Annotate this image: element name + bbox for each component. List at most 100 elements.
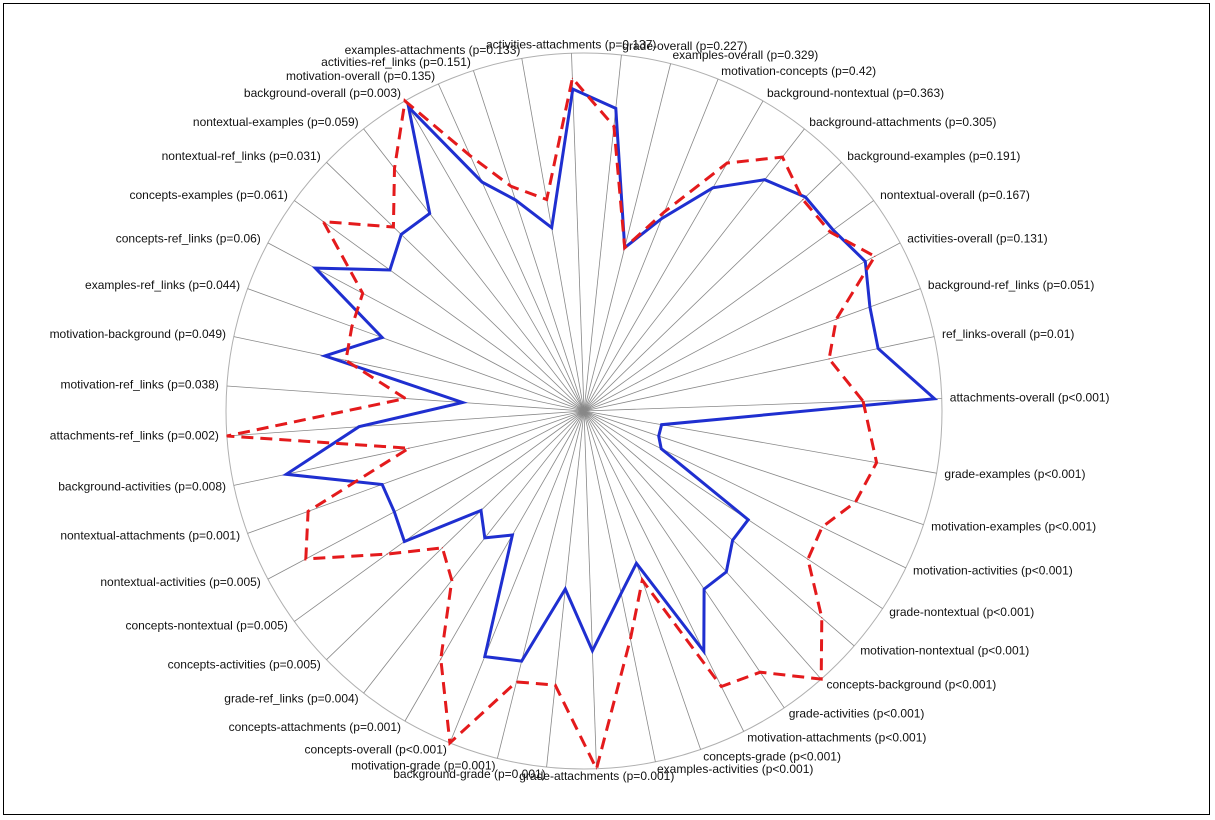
series-1-point <box>358 426 360 428</box>
axis-label: nontextual-activities (p=0.005) <box>100 575 260 589</box>
series-2-point <box>663 211 666 213</box>
series-1-point <box>615 107 617 109</box>
series-2-point <box>641 579 643 581</box>
series-2-point <box>807 558 809 560</box>
radar-spoke <box>583 336 935 412</box>
series-2-point <box>404 397 406 400</box>
series-1-point <box>660 448 662 450</box>
series-2-point <box>404 100 406 102</box>
series-2-point <box>441 547 443 549</box>
radar-spoke <box>363 410 585 694</box>
axis-label: nontextual-ref_links (p=0.031) <box>162 149 321 163</box>
series-2-point <box>510 185 512 187</box>
chart-frame: attachments-overall (p<0.001) grade-examp… <box>3 3 1210 815</box>
radar-spoke <box>404 100 585 412</box>
radar-spoke <box>294 200 585 412</box>
series-1-point <box>591 650 594 652</box>
series-1-point <box>381 336 383 339</box>
series-2-point <box>393 167 396 169</box>
axis-label: examples-activities (p<0.001) <box>657 762 813 776</box>
series-layer <box>226 75 939 774</box>
radar-spoke <box>583 63 671 412</box>
series-2-point <box>451 579 453 581</box>
grid-layer <box>225 52 943 770</box>
series-2-point <box>828 358 830 360</box>
axis-label: motivation-examples (p<0.001) <box>931 519 1096 533</box>
axis-label: grade-examples (p<0.001) <box>944 467 1085 481</box>
axis-label: background-ref_links (p=0.051) <box>928 278 1094 292</box>
axis-label: attachments-overall (p<0.001) <box>950 390 1110 404</box>
radar-spoke <box>583 410 822 680</box>
series-2-point <box>835 318 837 320</box>
axis-label: background-attachments (p=0.305) <box>809 115 996 129</box>
radar-spoke <box>583 162 842 412</box>
series-1-point <box>747 519 749 521</box>
radar-spoke <box>583 410 883 609</box>
series-1-point <box>725 571 727 573</box>
series-2-point <box>440 658 442 660</box>
series-2-point <box>874 255 876 257</box>
axis-label: motivation-nontextual (p<0.001) <box>860 643 1029 657</box>
series-1-point <box>620 592 622 595</box>
axis-label: examples-attachments (p=0.133) <box>345 43 521 57</box>
radar-spoke <box>363 128 585 412</box>
series-2-point <box>305 558 307 560</box>
series-1-point <box>564 588 566 590</box>
axis-label: grade-attachments (p=0.001) <box>519 769 674 783</box>
radar-spoke <box>583 410 656 762</box>
series-1-point <box>400 233 402 235</box>
series-2-point <box>226 435 228 437</box>
series-2-point <box>546 198 548 201</box>
radar-spoke <box>583 78 719 412</box>
radar-spoke <box>267 410 585 580</box>
series-1-point <box>832 229 834 231</box>
series-2-point <box>862 400 864 402</box>
series-2-point <box>554 684 556 686</box>
axis-label: motivation-concepts (p=0.42) <box>721 64 876 78</box>
series-1-point <box>703 650 705 652</box>
axis-label: concepts-overall (p<0.001) <box>304 742 446 756</box>
series-2-point <box>726 162 728 164</box>
series-1-point <box>877 347 879 350</box>
series-2-point <box>392 226 394 228</box>
axis-label: concepts-nontextual (p=0.005) <box>125 618 287 632</box>
series-2-point <box>351 325 353 328</box>
axis-label: concepts-grade (p<0.001) <box>703 749 841 763</box>
series-1-point <box>712 187 714 189</box>
axis-label: grade-nontextual (p<0.001) <box>889 605 1034 619</box>
axis-label: motivation-activities (p<0.001) <box>913 564 1073 578</box>
series-2-point <box>386 553 388 555</box>
axis-label: concepts-examples (p=0.061) <box>129 188 287 202</box>
series-2-point <box>408 447 410 449</box>
series-1-point <box>408 106 410 108</box>
series-1-point <box>484 656 486 658</box>
series-2-point <box>362 292 364 294</box>
series-1-point <box>572 88 574 90</box>
series-2-point <box>469 155 471 157</box>
radar-spoke <box>583 410 745 732</box>
series-2-point <box>307 510 309 512</box>
series-1-point <box>429 212 431 215</box>
radar-spoke <box>583 288 921 412</box>
radar-spoke <box>247 410 585 534</box>
series-2-point <box>629 638 632 640</box>
axis-label: activities-ref_links (p=0.151) <box>321 55 471 69</box>
axis-label: motivation-grade (p=0.001) <box>351 758 495 772</box>
axis-label: motivation-background (p=0.049) <box>50 327 226 341</box>
series-line-1 <box>281 86 939 663</box>
radar-spoke <box>583 410 937 474</box>
series-1-point <box>661 217 663 220</box>
radar-spoke <box>521 58 585 412</box>
series-1-point <box>551 227 553 229</box>
series-2-point <box>820 678 822 680</box>
axis-label: nontextual-overall (p=0.167) <box>880 188 1030 202</box>
series-2-point <box>624 247 626 249</box>
series-2-point <box>855 501 857 503</box>
axis-label: examples-overall (p=0.329) <box>673 48 819 62</box>
radar-spoke <box>497 410 585 759</box>
radar-spoke <box>326 162 585 412</box>
series-1-point <box>703 588 705 590</box>
series-2-point <box>345 359 347 361</box>
axis-label: background-activities (p=0.008) <box>58 479 226 493</box>
series-1-point <box>393 511 395 513</box>
